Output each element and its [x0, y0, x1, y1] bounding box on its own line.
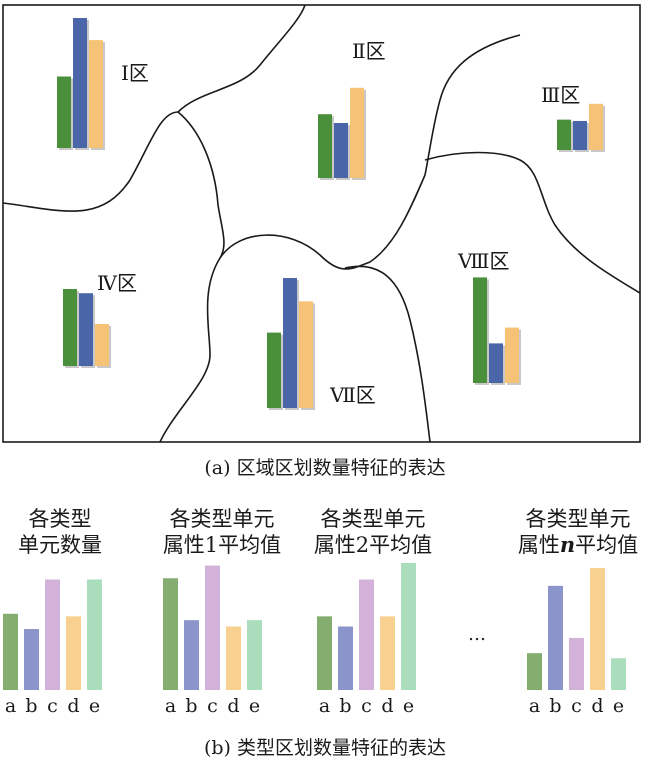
boundary-line — [424, 151, 641, 294]
type-bar — [401, 563, 416, 690]
category-label: e — [89, 695, 100, 717]
boundary-line — [344, 265, 431, 443]
category-label: c — [571, 695, 582, 717]
group-title-line: 属性1平均值 — [163, 533, 281, 557]
category-label: d — [591, 695, 603, 717]
region-bar — [267, 332, 281, 408]
region-bar — [89, 40, 103, 148]
region-bar — [589, 103, 603, 150]
type-bar — [569, 637, 584, 690]
region-label: Ⅶ区 — [329, 383, 376, 407]
region-bar — [57, 76, 71, 148]
region-bar-group — [57, 18, 105, 150]
group-title-line: 属性n平均值 — [518, 532, 638, 557]
boundary-line — [177, 111, 225, 259]
category-label: b — [339, 695, 351, 717]
type-bar — [590, 568, 605, 690]
category-label: a — [165, 695, 176, 717]
region-bar — [334, 123, 348, 178]
region-bar-group — [557, 103, 605, 152]
region-labels: Ⅰ区 Ⅱ区 Ⅲ区 Ⅳ区 Ⅶ区 Ⅷ区 — [97, 39, 580, 407]
type-bar — [45, 579, 60, 690]
map-frame — [2, 4, 641, 443]
type-bar — [611, 658, 626, 690]
type-bar — [338, 626, 353, 690]
category-label: b — [549, 695, 561, 717]
category-label: d — [227, 695, 239, 717]
group-title-line: 各类型 — [29, 507, 92, 531]
category-label: a — [529, 695, 540, 717]
type-bar — [3, 613, 18, 690]
region-bar — [489, 343, 503, 383]
region-bar — [79, 293, 93, 366]
region-bar — [318, 114, 332, 178]
type-bar — [247, 620, 262, 690]
caption-b: (b) 类型区划数量特征的表达 — [204, 737, 446, 759]
region-bar-groups — [57, 18, 605, 410]
region-bar — [299, 301, 313, 408]
category-label: d — [381, 695, 393, 717]
region-bar — [557, 119, 571, 150]
category-label: b — [185, 695, 197, 717]
type-bar — [24, 629, 39, 690]
group-title-line: 单元数量 — [18, 533, 102, 557]
ellipsis: … — [468, 624, 486, 645]
category-label: e — [403, 695, 414, 717]
group-title-line: 各类型单元 — [526, 507, 631, 531]
category-label: c — [361, 695, 372, 717]
region-bar — [573, 120, 587, 150]
region-bar — [350, 87, 364, 178]
region-label: Ⅱ区 — [352, 39, 386, 63]
group-title-line: 各类型单元 — [321, 507, 426, 531]
category-label: d — [67, 695, 79, 717]
type-bar — [184, 620, 199, 690]
category-label: c — [207, 695, 218, 717]
region-map: Ⅰ区 Ⅱ区 Ⅲ区 Ⅳ区 Ⅶ区 Ⅷ区 — [2, 4, 641, 443]
type-bar — [226, 626, 241, 690]
type-bar — [317, 616, 332, 690]
region-bar-group — [473, 277, 521, 385]
category-label: e — [249, 695, 260, 717]
type-bar — [163, 578, 178, 690]
region-bar-group — [318, 87, 366, 180]
region-bar — [95, 324, 109, 366]
region-bar — [63, 289, 77, 366]
type-bar — [87, 579, 102, 690]
category-label: c — [47, 695, 58, 717]
region-bar — [73, 18, 87, 148]
category-label: a — [5, 695, 16, 717]
category-label: b — [25, 695, 37, 717]
type-bar — [205, 565, 220, 690]
type-bar — [380, 616, 395, 690]
region-label: Ⅳ区 — [97, 271, 137, 295]
region-label: Ⅰ区 — [121, 61, 149, 85]
region-bar — [473, 277, 487, 383]
category-label: a — [319, 695, 330, 717]
type-bar — [527, 653, 542, 690]
type-bar — [66, 616, 81, 690]
region-label: Ⅲ区 — [541, 83, 580, 107]
type-bar — [548, 585, 563, 690]
boundary-line — [219, 34, 521, 270]
region-label: Ⅷ区 — [457, 249, 510, 273]
region-bar-group — [63, 289, 111, 368]
region-bar-group — [267, 278, 315, 410]
group-title-line: 属性2平均值 — [314, 533, 432, 557]
boundary-line — [159, 257, 221, 443]
region-bar — [505, 327, 519, 383]
boundary-line — [2, 4, 306, 212]
category-label: e — [613, 695, 624, 717]
type-bar — [359, 579, 374, 690]
region-bar — [283, 278, 297, 408]
caption-a: (a) 区域区划数量特征的表达 — [204, 457, 445, 479]
group-title-line: 各类型单元 — [170, 507, 275, 531]
